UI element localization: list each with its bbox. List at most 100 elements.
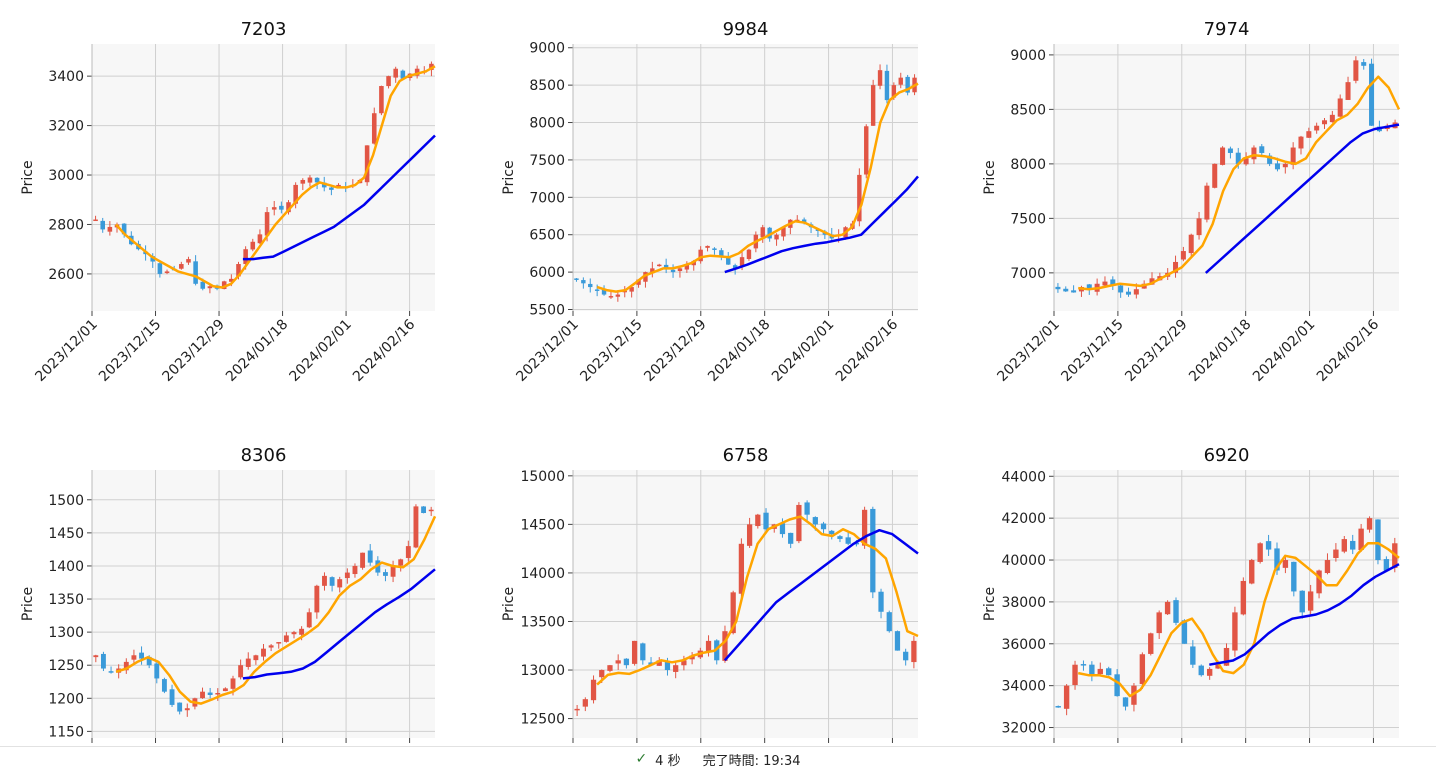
candle — [257, 229, 263, 245]
candle-body — [1345, 82, 1351, 100]
chart-title: 8306 — [241, 445, 287, 466]
y-tick-label: 1350 — [48, 592, 84, 608]
candle — [1249, 558, 1255, 585]
candle — [107, 221, 113, 236]
candle-body — [271, 207, 277, 210]
candle — [383, 569, 388, 582]
candle — [322, 572, 327, 591]
candle-body — [300, 179, 306, 184]
y-tick-label: 34000 — [1001, 679, 1046, 695]
candle — [184, 703, 190, 717]
candle-body — [1125, 291, 1131, 295]
y-tick-label: 7000 — [1010, 266, 1046, 282]
candle-body — [1314, 125, 1320, 131]
candle — [307, 175, 313, 187]
x-tick-label: 2023/12/29 — [159, 317, 227, 385]
candle — [386, 75, 391, 89]
candle-body — [1131, 685, 1137, 705]
y-tick-label: 2800 — [48, 217, 84, 233]
candle-body — [293, 184, 298, 204]
candle-body — [1198, 665, 1204, 676]
candle — [681, 655, 687, 671]
candle — [1055, 705, 1061, 708]
candle-body — [1267, 155, 1273, 164]
candle-body — [1375, 519, 1381, 561]
candle-body — [344, 572, 350, 579]
candle-body — [607, 665, 613, 671]
candle — [1173, 597, 1179, 626]
candle-body — [1055, 706, 1061, 708]
candle-body — [804, 502, 810, 515]
candle-body — [1089, 664, 1095, 676]
candle — [886, 610, 892, 633]
candle-body — [139, 652, 144, 659]
candle-body — [100, 220, 106, 230]
candle-body — [121, 223, 127, 235]
candle-body — [169, 689, 175, 705]
candle-body — [677, 268, 683, 272]
candle-body — [200, 281, 206, 289]
candle — [670, 264, 676, 278]
x-tick-label: 2023/12/15 — [577, 317, 645, 385]
plot-area — [573, 470, 918, 738]
candle-body — [177, 702, 183, 712]
y-tick-label: 1500 — [48, 493, 84, 509]
candle-body — [314, 177, 320, 183]
ma-long-line — [1209, 563, 1400, 666]
candle — [1232, 606, 1238, 657]
candle — [774, 233, 779, 246]
candle-body — [414, 68, 420, 76]
candle-body — [574, 708, 580, 711]
candle-body — [1139, 654, 1146, 685]
candle-body — [186, 259, 191, 263]
candle-body — [146, 656, 152, 666]
chart-panel-7203: 7203Price260028003000320034002023/12/012… — [20, 19, 436, 385]
candle — [1097, 662, 1103, 676]
y-tick-label: 36000 — [1001, 637, 1046, 653]
candle — [1350, 534, 1356, 555]
candle-body — [1181, 620, 1188, 644]
candle — [1110, 276, 1116, 291]
candle — [169, 684, 175, 707]
candle-body — [820, 523, 827, 530]
candle — [1089, 661, 1095, 682]
candle-body — [200, 691, 205, 699]
candle — [1181, 619, 1188, 644]
ma-long-line — [723, 528, 919, 662]
ma-short-line — [596, 515, 919, 686]
check-icon: ✓ — [635, 751, 648, 767]
ma-short-line — [115, 515, 437, 705]
candle-body — [755, 514, 761, 527]
candle — [746, 517, 753, 548]
candle-body — [623, 658, 630, 666]
candle — [1072, 660, 1078, 690]
candle-body — [722, 631, 728, 661]
candle-body — [738, 543, 745, 594]
y-tick-label: 9000 — [1010, 48, 1046, 64]
candle-body — [286, 202, 291, 213]
candle-body — [1190, 646, 1196, 665]
candle — [684, 261, 690, 273]
y-tick-label: 32000 — [1001, 721, 1046, 737]
candle — [1324, 553, 1331, 575]
candle — [400, 69, 406, 79]
candle-body — [664, 661, 671, 671]
candle — [1353, 56, 1359, 84]
candle — [911, 636, 917, 669]
candle-body — [643, 272, 648, 282]
candle-body — [599, 670, 605, 678]
candle-body — [1291, 561, 1297, 592]
candle — [398, 558, 404, 572]
ma-long-line — [724, 175, 919, 274]
candle-body — [386, 76, 391, 87]
candle-body — [1063, 288, 1069, 292]
candle — [1063, 684, 1070, 716]
candle — [329, 576, 335, 592]
candle — [1227, 146, 1233, 159]
candle-body — [829, 530, 835, 535]
candle-body — [428, 509, 434, 512]
chart-title: 9984 — [723, 19, 769, 40]
candle — [1198, 664, 1204, 677]
x-tick-label: 2024/01/18 — [705, 317, 773, 385]
candle-body — [264, 212, 270, 236]
